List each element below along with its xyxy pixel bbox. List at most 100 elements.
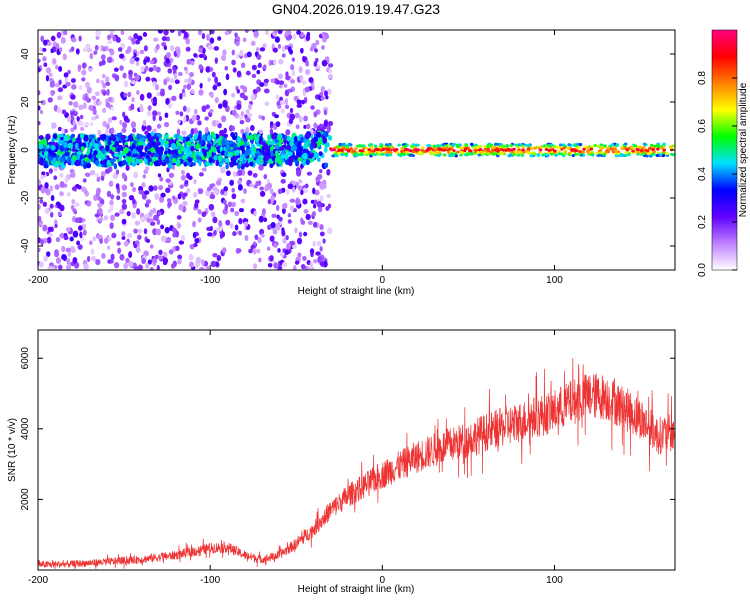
- spectrogram-cell: [74, 202, 80, 207]
- spectrogram-cell: [134, 74, 141, 81]
- spectrogram-cell: [234, 210, 240, 217]
- spectrogram-cell: [267, 134, 272, 141]
- spectrogram-cell: [271, 213, 277, 218]
- spectrogram-cell: [249, 124, 255, 132]
- spectrogram-cell: [239, 49, 244, 57]
- spectrogram-cell: [65, 247, 71, 253]
- spectrogram-cell: [136, 35, 143, 41]
- spectrogram-cell: [316, 157, 321, 162]
- spectrogram-cell: [165, 51, 171, 59]
- spectrogram-cell: [304, 132, 311, 140]
- spectrogram-cell: [285, 75, 291, 81]
- spectrogram-cell: [206, 134, 212, 142]
- spectrogram-cell: [229, 223, 234, 229]
- spectrogram-cell: [249, 161, 254, 167]
- spectrogram-cell: [235, 149, 240, 155]
- spectrogram-cell: [127, 91, 132, 98]
- spectrogram-cell: [289, 107, 294, 114]
- spectrogram-cell: [456, 150, 460, 154]
- spectrogram-cell: [577, 150, 582, 154]
- spectrogram-cell: [318, 151, 323, 157]
- spectrogram-cell: [234, 32, 238, 38]
- spectrogram-cell: [279, 84, 283, 89]
- spectrogram-cell: [214, 76, 219, 84]
- spectrogram-cell: [302, 255, 307, 261]
- spectrogram-cell: [152, 207, 157, 214]
- spectrogram-cell: [147, 259, 152, 265]
- spectrogram-cell: [311, 211, 317, 217]
- spectrogram-cell: [84, 172, 91, 178]
- spectrogram-cell: [125, 165, 130, 171]
- spectrogram-cell: [152, 80, 157, 87]
- spectrogram-cell: [144, 202, 150, 208]
- spectrogram-cell: [275, 121, 281, 127]
- spectrogram-cell: [251, 73, 257, 79]
- spectrogram-cell: [313, 111, 318, 118]
- spectrogram-cell: [509, 144, 513, 148]
- spectrogram-cell: [670, 152, 674, 156]
- spectrogram-cell: [312, 187, 316, 195]
- spectrogram-cell: [81, 77, 86, 82]
- spectrogram-cell: [519, 143, 524, 147]
- spectrogram-cell: [303, 115, 308, 122]
- spectrogram-cell: [429, 147, 434, 151]
- spectrogram-cell: [130, 121, 137, 129]
- spectrogram-cell: [316, 126, 321, 132]
- spectrogram-cell: [298, 231, 303, 238]
- spectrogram-cell: [121, 231, 126, 238]
- spectrogram-cell: [289, 141, 294, 147]
- spectrogram-cell: [292, 244, 297, 249]
- spectrogram-cell: [259, 47, 266, 52]
- spectrogram-cell: [92, 236, 96, 242]
- spectrogram-cell: [78, 85, 83, 91]
- spectrogram-cell: [312, 149, 316, 154]
- spectrogram-cell: [47, 226, 53, 232]
- spectrogram-cell: [207, 44, 213, 51]
- spectrogram-cell: [179, 111, 184, 117]
- spectrogram-cell: [526, 144, 531, 148]
- spectrogram-cell: [253, 132, 257, 140]
- spectrogram-cell: [155, 136, 160, 142]
- spectrogram-cell: [310, 105, 315, 110]
- spectrogram-cell: [180, 174, 187, 181]
- spectrogram-cell: [326, 168, 331, 176]
- spectrogram-cell: [303, 231, 308, 237]
- spectrogram-cell: [238, 207, 245, 213]
- spectrogram-cell: [71, 84, 77, 90]
- spectrogram-cell: [639, 149, 644, 153]
- spectrogram-cell: [145, 262, 150, 269]
- spectrogram-cell: [352, 149, 356, 153]
- spectrogram-cell: [255, 47, 260, 53]
- spectrogram-y-tick-label: 40: [20, 48, 31, 60]
- spectrogram-cell: [494, 142, 498, 146]
- spectrogram-cell: [278, 142, 283, 147]
- spectrogram-cell: [219, 146, 224, 153]
- spectrogram-cell: [137, 234, 142, 240]
- spectrogram-cell: [178, 203, 184, 211]
- spectrogram-cell: [315, 57, 319, 63]
- spectrogram-cell: [172, 195, 176, 201]
- spectrogram-cell: [313, 60, 318, 67]
- spectrogram-cell: [254, 234, 259, 240]
- spectrogram-cell: [116, 195, 121, 201]
- spectrogram-cell: [263, 156, 268, 162]
- spectrogram-cell: [82, 178, 87, 183]
- spectrogram-cell: [369, 146, 374, 150]
- spectrogram-cell: [197, 209, 202, 215]
- spectrogram-cell: [313, 153, 320, 159]
- spectrogram-cell: [152, 228, 158, 236]
- spectrogram-cell: [38, 135, 44, 140]
- spectrogram-cell: [131, 156, 136, 164]
- spectrogram-cell: [63, 135, 68, 142]
- spectrogram-cell: [305, 69, 311, 76]
- spectrogram-cell: [496, 149, 500, 153]
- spectrogram-cell: [208, 203, 215, 211]
- spectrogram-cell: [65, 81, 71, 87]
- spectrogram-cell: [322, 136, 328, 144]
- spectrogram-cell: [321, 59, 328, 67]
- spectrogram-cell: [123, 262, 129, 270]
- spectrogram-cell: [163, 133, 169, 140]
- spectrogram-cell: [219, 129, 225, 137]
- spectrogram-cell: [111, 232, 117, 239]
- spectrogram-cell: [96, 203, 103, 208]
